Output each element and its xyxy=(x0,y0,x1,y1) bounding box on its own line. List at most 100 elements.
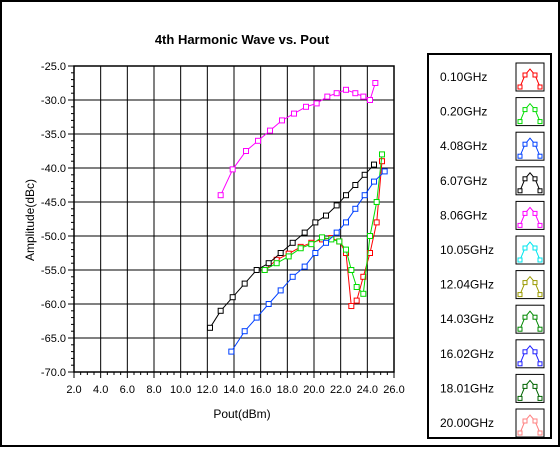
data-point xyxy=(361,171,368,178)
legend: 0.10GHz 0.20GHz 4.08GHz 6.07GHz 8.06GHz 10.05… xyxy=(427,53,552,439)
x-axis-label: Pout(dBm) xyxy=(213,407,270,421)
legend-swatch-marker xyxy=(537,257,543,263)
legend-swatch-marker xyxy=(522,349,528,355)
legend-swatch-marker xyxy=(532,280,538,286)
legend-swatch-marker xyxy=(522,418,528,424)
legend-swatch-marker xyxy=(537,188,543,194)
data-point xyxy=(323,212,329,219)
legend-swatch-marker xyxy=(522,72,528,78)
data-point xyxy=(312,219,319,226)
legend-swatch-line xyxy=(519,137,541,157)
legend-label: 0.10GHz xyxy=(440,70,487,84)
data-point xyxy=(243,148,249,154)
legend-swatch-icon xyxy=(515,339,545,369)
legend-swatch-icon xyxy=(515,270,545,300)
chart-title: 4th Harmonic Wave vs. Pout xyxy=(155,32,330,47)
data-point xyxy=(343,192,349,199)
legend-swatch-line xyxy=(519,414,541,434)
data-point xyxy=(265,301,272,307)
x-tick-label: 20.0 xyxy=(303,384,324,396)
legend-swatch-icon xyxy=(515,166,545,196)
x-tick-label: 10.0 xyxy=(170,384,191,396)
data-point xyxy=(371,178,377,185)
legend-swatch-marker xyxy=(537,395,543,401)
legend-swatch-marker xyxy=(522,383,528,389)
legend-swatch-marker xyxy=(517,153,523,159)
legend-swatch-marker xyxy=(537,361,543,367)
legend-swatch-marker xyxy=(522,314,528,320)
data-point xyxy=(291,110,297,117)
data-point xyxy=(301,229,308,236)
data-point xyxy=(348,267,355,273)
data-point xyxy=(319,234,325,241)
x-tick-label: 6.0 xyxy=(120,384,135,396)
legend-swatch-icon xyxy=(515,304,545,334)
data-point xyxy=(289,239,296,246)
legend-swatch-marker xyxy=(517,326,523,332)
data-point xyxy=(367,233,373,239)
legend-label: 0.20GHz xyxy=(440,105,487,119)
legend-label: 6.07GHz xyxy=(440,174,487,188)
data-point xyxy=(279,117,285,124)
data-point xyxy=(360,93,367,100)
legend-swatch-line xyxy=(519,310,541,330)
data-point xyxy=(352,182,359,188)
legend-label: 12.04GHz xyxy=(440,278,494,292)
data-point xyxy=(277,287,284,294)
legend-swatch-marker xyxy=(537,292,543,298)
data-point xyxy=(352,90,359,97)
legend-swatch-marker xyxy=(537,222,543,228)
data-point xyxy=(333,90,340,97)
data-point xyxy=(336,238,343,245)
legend-label: 20.00GHz xyxy=(440,416,494,430)
data-point xyxy=(372,80,379,86)
data-point xyxy=(348,303,355,310)
x-tick-label: 14.0 xyxy=(223,384,244,396)
x-tick-label: 24.0 xyxy=(357,384,378,396)
data-point xyxy=(229,294,236,301)
legend-swatch-marker xyxy=(537,119,543,125)
legend-swatch-marker xyxy=(522,176,528,182)
data-point xyxy=(324,93,331,100)
legend-label: 4.08GHz xyxy=(440,139,487,153)
data-point xyxy=(229,166,236,173)
series-8-06GHz xyxy=(217,80,379,199)
data-point xyxy=(353,284,360,290)
data-point xyxy=(343,246,349,253)
legend-swatch-marker xyxy=(537,153,543,159)
data-point xyxy=(352,205,359,212)
data-point xyxy=(241,328,248,335)
data-point xyxy=(273,260,280,267)
legend-swatch-marker xyxy=(517,84,523,90)
legend-swatch-marker xyxy=(532,383,538,389)
data-point xyxy=(217,307,224,314)
legend-swatch-marker xyxy=(517,395,523,401)
legend-label: 10.05GHz xyxy=(440,243,494,257)
legend-swatch-icon xyxy=(515,131,545,161)
axes: -25.0 -30.0 -35.0 -40.0 -45.0 -50.0 -55.0 -60.0… xyxy=(41,61,405,396)
data-point xyxy=(228,348,235,355)
legend-swatch-marker xyxy=(522,280,528,286)
legend-swatch-marker xyxy=(537,430,543,436)
legend-swatch-marker xyxy=(532,210,538,216)
data-point xyxy=(285,253,292,260)
legend-swatch-icon xyxy=(515,97,545,127)
series-6-07GHz xyxy=(207,161,377,331)
y-tick-label: -30.0 xyxy=(41,95,66,107)
data-point xyxy=(255,137,261,144)
data-point xyxy=(333,202,340,209)
legend-label: 18.01GHz xyxy=(440,381,494,395)
data-point xyxy=(253,267,260,273)
y-tick-label: -25.0 xyxy=(41,61,66,73)
series-line xyxy=(220,82,376,196)
y-tick-label: -55.0 xyxy=(41,265,66,277)
y-tick-label: -35.0 xyxy=(41,129,66,141)
y-tick-label: -70.0 xyxy=(41,367,66,379)
series-4-08GHz xyxy=(228,168,388,355)
legend-swatch-icon xyxy=(515,62,545,92)
x-tick-label: 4.0 xyxy=(93,384,108,396)
legend-swatch-line xyxy=(519,206,541,226)
data-point xyxy=(323,239,329,246)
legend-swatch-line xyxy=(519,172,541,191)
legend-swatch-marker xyxy=(522,141,528,147)
